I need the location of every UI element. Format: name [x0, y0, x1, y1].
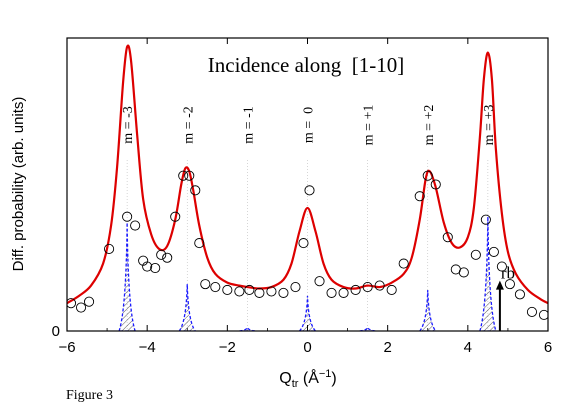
- order-label-6: m = +3: [482, 105, 497, 146]
- data-point-42: [480, 214, 491, 225]
- data-point-37: [430, 179, 441, 190]
- data-point-12: [178, 170, 189, 181]
- data-point-15: [194, 238, 205, 249]
- data-point-20: [244, 284, 255, 296]
- data-point-2: [83, 296, 95, 307]
- y-ticks: 0: [52, 323, 60, 340]
- lobe-5: [418, 289, 437, 331]
- fit-curve: [67, 44, 548, 305]
- scatter-group: [67, 170, 548, 320]
- data-point-43: [488, 246, 499, 257]
- x-tick-label-5: 4: [464, 339, 472, 356]
- data-point-7: [142, 261, 153, 272]
- data-point-4: [122, 211, 133, 222]
- data-point-26: [304, 185, 315, 196]
- data-point-23: [278, 287, 289, 298]
- data-point-40: [458, 267, 469, 278]
- curve-group: [67, 44, 548, 305]
- x-label-close: ): [331, 370, 336, 387]
- data-point-34: [398, 258, 409, 269]
- data-point-16: [200, 279, 211, 290]
- y-axis-label: Diff. probability (arb. units): [10, 97, 27, 272]
- y-tick-label-0: 0: [52, 323, 60, 340]
- data-point-24: [290, 281, 301, 293]
- chart-title: Incidence along [1-10]: [208, 53, 405, 77]
- lobe-6: [479, 216, 497, 331]
- data-point-17: [210, 281, 221, 293]
- lobe-group: [118, 216, 497, 331]
- order-label-1: m = -2: [181, 106, 196, 143]
- order-label-3: m = 0: [302, 107, 317, 143]
- data-point-18: [222, 284, 233, 296]
- data-point-46: [514, 289, 525, 300]
- data-point-38: [442, 232, 453, 243]
- data-point-41: [470, 249, 481, 260]
- order-labels: m = -3 m = -2 m = -1 m = 0 m = +1 m = +2 m = +…: [121, 105, 497, 146]
- data-point-19: [234, 286, 245, 297]
- x-label-main: Q: [279, 370, 291, 387]
- lobe-1: [178, 284, 197, 331]
- data-point-14: [190, 185, 201, 196]
- rb-label: rb: [501, 264, 515, 283]
- data-point-11: [170, 211, 181, 222]
- rb-arrow-head: [495, 280, 504, 290]
- x-tick-label-3: 0: [303, 339, 311, 356]
- data-point-3: [104, 243, 115, 255]
- data-point-48: [538, 309, 548, 320]
- data-point-9: [156, 249, 167, 260]
- data-point-45: [504, 279, 515, 290]
- data-point-22: [266, 286, 277, 297]
- data-point-8: [150, 262, 161, 274]
- x-tick-label-2: −2: [219, 339, 236, 356]
- data-point-44: [496, 261, 507, 272]
- x-label-sub: tr: [292, 378, 299, 390]
- data-point-29: [338, 287, 349, 298]
- data-point-25: [298, 238, 309, 249]
- x-tick-label-0: −6: [58, 339, 75, 356]
- x-tick-label-6: 6: [544, 339, 552, 356]
- data-point-1: [75, 302, 87, 313]
- data-point-30: [350, 284, 361, 296]
- order-label-0: m = -3: [121, 106, 136, 143]
- data-point-10: [162, 252, 173, 263]
- x-label-unit: (Å: [298, 368, 319, 387]
- order-label-4: m = +1: [362, 105, 377, 146]
- data-point-31: [362, 281, 373, 293]
- order-label-5: m = +2: [422, 105, 437, 146]
- data-point-47: [526, 306, 538, 318]
- data-point-36: [422, 170, 433, 181]
- data-point-28: [326, 287, 337, 298]
- x-tick-label-4: 2: [383, 339, 391, 356]
- order-label-2: m = -1: [241, 106, 256, 143]
- lobe-0: [118, 222, 136, 331]
- data-point-21: [254, 287, 265, 298]
- annotation-group: rb: [495, 264, 515, 331]
- figure-caption: Figure 3: [66, 388, 113, 403]
- data-point-35: [414, 191, 425, 202]
- data-point-27: [314, 276, 325, 287]
- data-point-5: [130, 220, 141, 231]
- data-point-32: [374, 280, 385, 291]
- data-point-33: [386, 284, 397, 296]
- x-axis-label: Qtr (Å−1): [279, 368, 337, 390]
- data-point-0: [67, 298, 77, 309]
- x-label-unit-sup: −1: [319, 368, 332, 380]
- x-tick-label-1: −4: [139, 339, 156, 356]
- data-point-13: [184, 170, 195, 181]
- lobe-3: [298, 295, 317, 331]
- x-ticks: −6 −4 −2 0 2 4 6: [58, 38, 552, 356]
